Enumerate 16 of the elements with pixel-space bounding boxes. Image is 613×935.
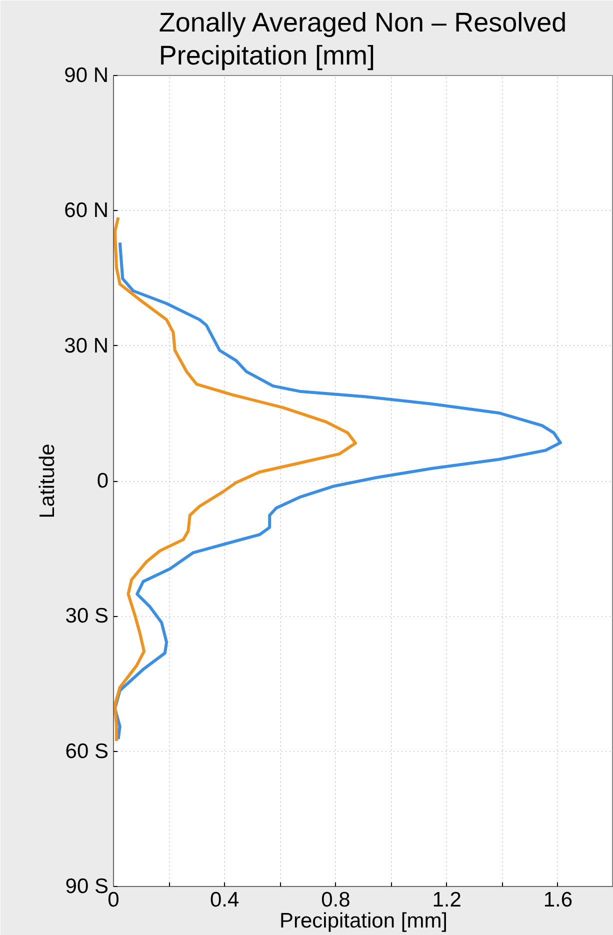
x-tick-label: 1.2 bbox=[432, 888, 462, 912]
y-tick-label: 30 N bbox=[64, 334, 108, 358]
y-tick-label: 30 S bbox=[65, 604, 109, 628]
x-tick-label: 0.8 bbox=[321, 888, 350, 912]
y-axis-title: Latitude bbox=[36, 444, 60, 518]
y-tick-label: 90 S bbox=[65, 875, 109, 898]
y-tick-label: 0 bbox=[96, 470, 109, 492]
line-series bbox=[114, 241, 562, 741]
y-tick-label: 90 N bbox=[64, 64, 108, 87]
x-tick-label: 0.4 bbox=[210, 888, 240, 912]
y-tick-label: 60 S bbox=[65, 740, 109, 763]
x-tick-label: 1.6 bbox=[543, 888, 573, 912]
y-tick-label: 60 N bbox=[64, 199, 108, 222]
x-axis-title: Precipitation [mm] bbox=[279, 910, 448, 932]
line-series bbox=[114, 216, 357, 742]
chart-title: Zonally Averaged Non – Resolved Precipitation [mm] bbox=[158, 8, 567, 70]
